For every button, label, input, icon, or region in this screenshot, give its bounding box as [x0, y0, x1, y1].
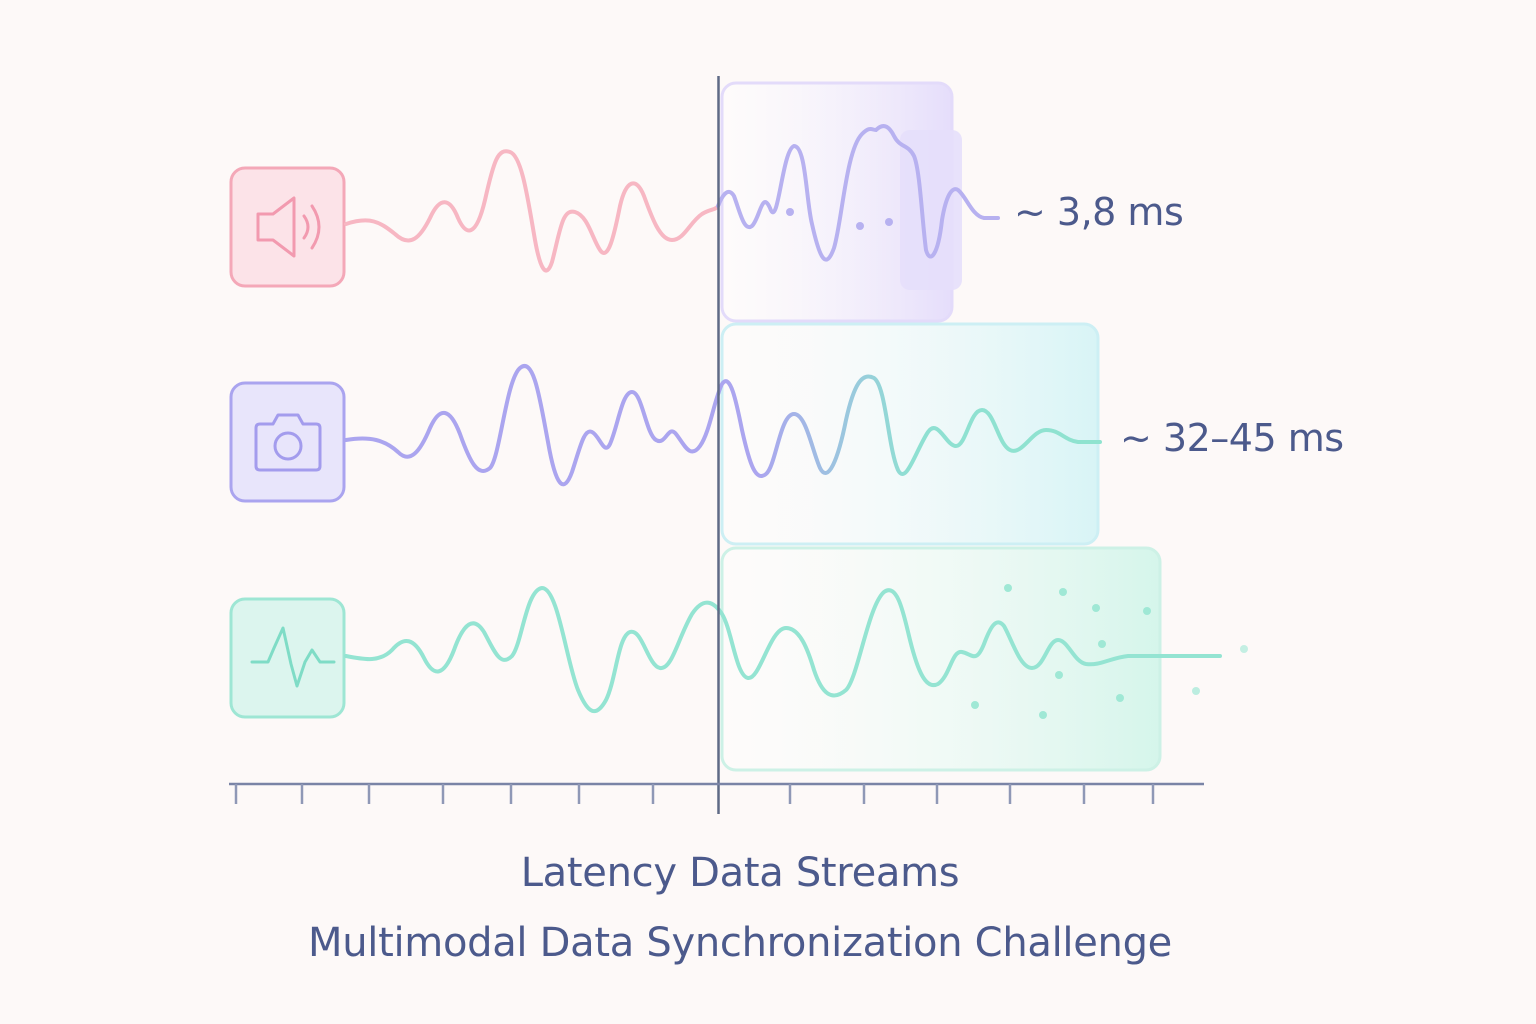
sensor-waveform: [344, 585, 1222, 714]
audio-waveform-pre: [344, 149, 720, 273]
audio-latency-label: ~ 3,8 ms: [1014, 190, 1184, 234]
video-latency-label: ~ 32–45 ms: [1120, 416, 1344, 460]
latency-zone-sensor: [720, 546, 1162, 772]
video-stream-icon-box: [229, 381, 346, 503]
diagram-subtitle: Multimodal Data Synchronization Challeng…: [308, 920, 1172, 966]
sensor-noise-dots: [971, 584, 1248, 719]
video-waveform: [344, 364, 1102, 487]
camera-icon: [254, 413, 322, 472]
audio-waveform-delayed: [716, 124, 1000, 262]
audio-zone-dots: [786, 208, 893, 230]
audio-stream-icon-box: [229, 166, 346, 288]
speaker-icon: [256, 196, 321, 258]
diagram-title: Latency Data Streams: [520, 850, 960, 896]
time-axis: [229, 782, 1204, 804]
pulse-icon: [250, 626, 336, 688]
latency-zone-audio: [720, 81, 962, 323]
latency-zone-video: [720, 322, 1100, 546]
sensor-stream-icon-box: [229, 597, 346, 719]
